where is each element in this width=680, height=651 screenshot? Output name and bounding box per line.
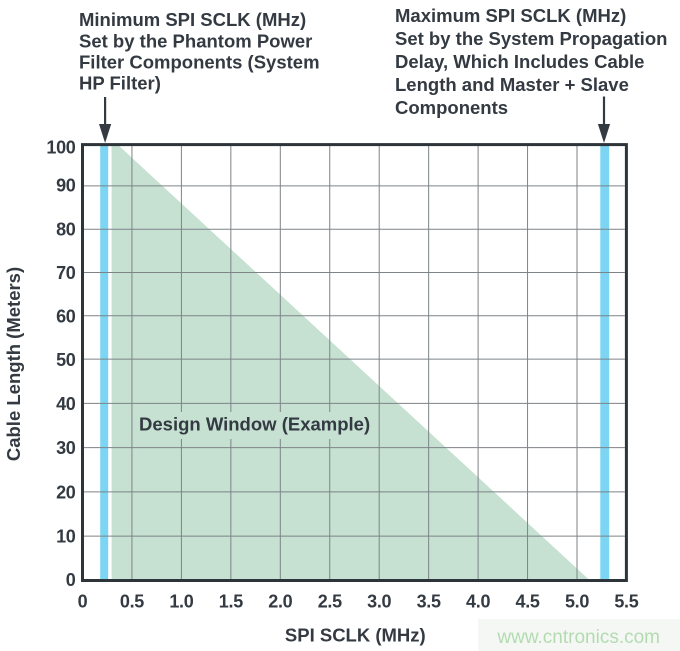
svg-text:4.5: 4.5 bbox=[515, 592, 539, 612]
svg-text:HP Filter): HP Filter) bbox=[79, 73, 161, 94]
svg-text:SPI SCLK (MHz): SPI SCLK (MHz) bbox=[285, 625, 426, 646]
svg-text:5.0: 5.0 bbox=[565, 592, 589, 612]
svg-text:10: 10 bbox=[56, 527, 76, 547]
svg-text:5.5: 5.5 bbox=[614, 592, 638, 612]
svg-text:Design Window (Example): Design Window (Example) bbox=[139, 414, 370, 435]
svg-text:Filter Components (System: Filter Components (System bbox=[79, 52, 320, 73]
svg-text:3.5: 3.5 bbox=[417, 592, 441, 612]
svg-text:0: 0 bbox=[66, 570, 76, 590]
svg-text:50: 50 bbox=[56, 350, 76, 370]
svg-text:Length and Master + Slave: Length and Master + Slave bbox=[395, 74, 629, 95]
svg-text:20: 20 bbox=[56, 482, 76, 502]
svg-text:Set by the System Propagation: Set by the System Propagation bbox=[395, 28, 667, 49]
svg-text:Delay, Which Includes Cable: Delay, Which Includes Cable bbox=[395, 51, 644, 72]
svg-text:70: 70 bbox=[56, 263, 76, 283]
svg-text:3.0: 3.0 bbox=[367, 592, 391, 612]
svg-text:60: 60 bbox=[56, 306, 76, 326]
svg-text:0.5: 0.5 bbox=[120, 592, 144, 612]
svg-text:30: 30 bbox=[56, 438, 76, 458]
svg-text:Maximum SPI SCLK (MHz): Maximum SPI SCLK (MHz) bbox=[395, 5, 626, 26]
svg-text:Cable Length (Meters): Cable Length (Meters) bbox=[3, 267, 24, 461]
svg-text:2.5: 2.5 bbox=[318, 592, 342, 612]
svg-text:2.0: 2.0 bbox=[268, 592, 292, 612]
svg-text:90: 90 bbox=[56, 175, 76, 195]
svg-text:1.5: 1.5 bbox=[219, 592, 243, 612]
svg-text:4.0: 4.0 bbox=[466, 592, 490, 612]
svg-text:100: 100 bbox=[46, 137, 75, 157]
svg-text:40: 40 bbox=[56, 394, 76, 414]
svg-text:80: 80 bbox=[56, 220, 76, 240]
svg-text:Components: Components bbox=[395, 97, 508, 118]
svg-text:Set by the Phantom Power: Set by the Phantom Power bbox=[79, 30, 312, 51]
svg-text:0: 0 bbox=[78, 592, 88, 612]
svg-text:www.cntronics.com: www.cntronics.com bbox=[496, 627, 660, 648]
svg-text:Minimum SPI SCLK (MHz): Minimum SPI SCLK (MHz) bbox=[79, 9, 306, 30]
svg-text:1.0: 1.0 bbox=[169, 592, 193, 612]
